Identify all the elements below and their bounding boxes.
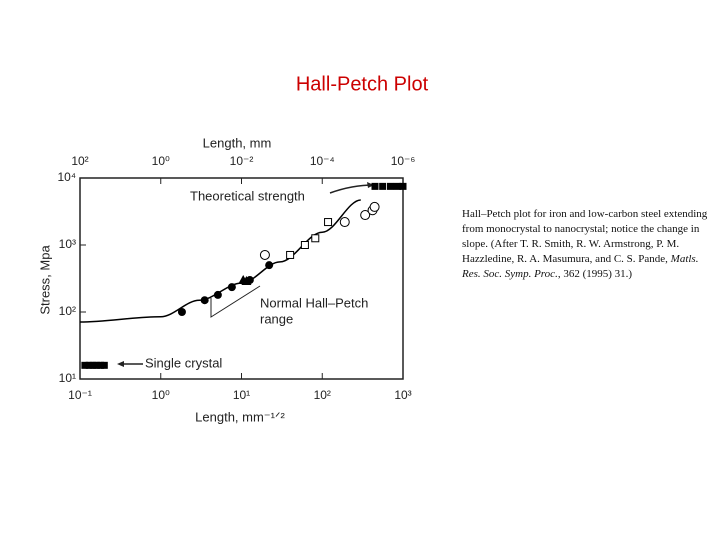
y-tick-label: 10⁴: [57, 170, 76, 184]
marker: [360, 210, 371, 221]
caption-text: , 362 (1995) 31.): [557, 268, 633, 280]
marker: [265, 261, 274, 270]
marker: [259, 249, 270, 260]
arrow: [329, 184, 375, 194]
marker: [100, 361, 108, 369]
y-axis-title: Stress, Mpa: [37, 245, 52, 315]
bracket: [210, 285, 261, 318]
caption-text: Matls. Res. Soc. Symp. Proc.: [462, 253, 699, 280]
slide-title: Hall-Petch Plot: [296, 73, 429, 95]
caption: Hall–Petch plot for iron and low-carbon …: [462, 207, 712, 282]
x-tick-label: 10⁻¹: [68, 388, 92, 402]
annotation: Normal Hall–Petch: [260, 295, 368, 310]
y-tick-label: 10³: [59, 237, 76, 251]
marker: [371, 182, 379, 190]
marker: [379, 182, 387, 190]
marker: [324, 218, 333, 227]
arrow-head: [367, 182, 374, 188]
marker: [399, 182, 407, 190]
y-tick-label: 10²: [59, 304, 76, 318]
marker: [311, 234, 320, 243]
x2-axis-title: Length, mm: [203, 135, 272, 150]
marker: [200, 296, 209, 305]
annotation: Theoretical strength: [190, 188, 305, 203]
marker: [393, 182, 401, 190]
x2-tick-label: 10²: [71, 154, 88, 168]
marker: [92, 361, 100, 369]
marker: [386, 182, 394, 190]
x-tick-label: 10⁰: [152, 388, 170, 402]
marker: [339, 217, 350, 228]
x2-tick-label: 10⁰: [152, 154, 170, 168]
x2-tick-label: 10⁻²: [230, 154, 254, 168]
marker: [286, 250, 295, 259]
annotation: range: [260, 311, 293, 326]
x-tick-label: 10³: [394, 388, 411, 402]
marker: [177, 308, 186, 316]
x-tick-label: 10¹: [233, 388, 250, 402]
marker: [227, 283, 236, 292]
caption-text: Hall–Petch plot for iron and low-carbon …: [462, 208, 708, 265]
y-tick-label: 10¹: [59, 371, 76, 385]
x-tick-label: 10²: [314, 388, 331, 402]
x2-tick-label: 10⁻⁴: [310, 154, 335, 168]
marker: [81, 361, 89, 369]
x-axis-title: Length, mm⁻¹ᐟ²: [195, 409, 285, 424]
marker: [300, 241, 309, 249]
marker: [97, 361, 105, 369]
marker: [241, 276, 252, 286]
marker: [213, 290, 222, 299]
annotation: Single crystal: [145, 355, 222, 370]
marker: [369, 201, 380, 212]
arrow-head: [117, 361, 124, 367]
marker: [85, 361, 93, 369]
x2-tick-label: 10⁻⁶: [391, 154, 416, 168]
